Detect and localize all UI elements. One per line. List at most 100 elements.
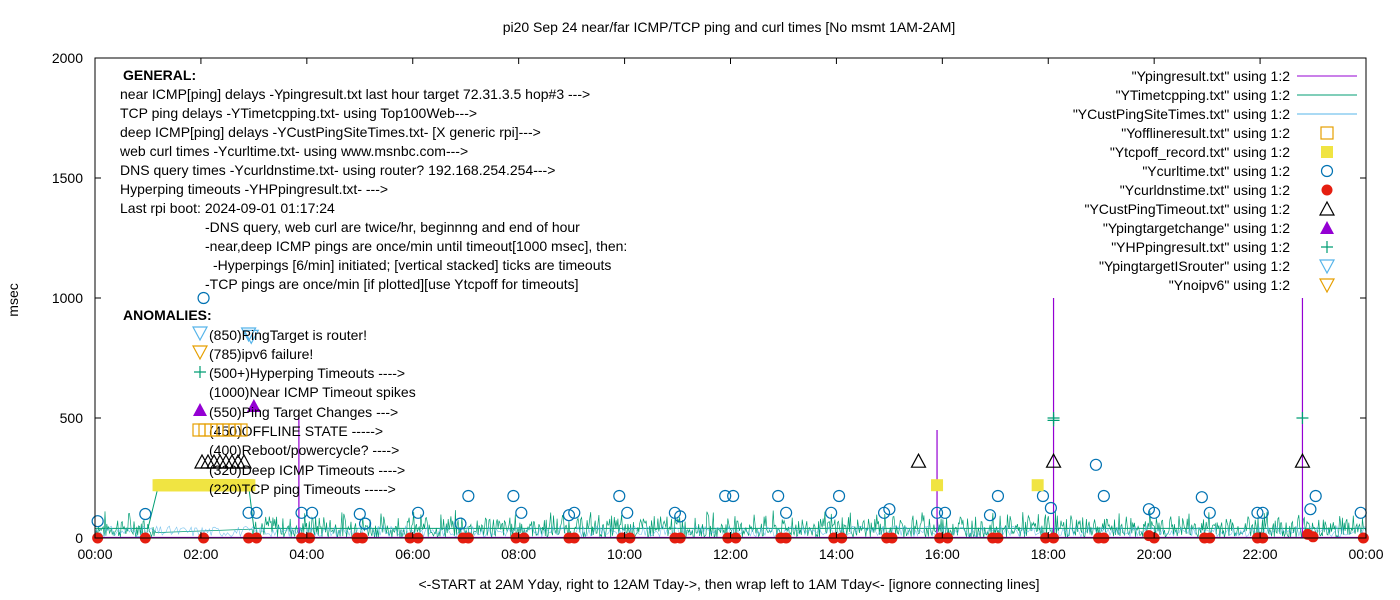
data-point	[938, 506, 952, 519]
x-tick-label: 20:00	[1137, 546, 1172, 562]
data-point	[883, 503, 896, 516]
data-point	[306, 506, 319, 519]
anomaly-note: (500+)Hyperping Timeouts ---->	[209, 365, 405, 381]
anomaly-router-icon	[191, 326, 209, 342]
legend-entry-symbol	[1321, 184, 1333, 196]
general-note: -Hyperpings [6/min] initiated; [vertical…	[213, 257, 611, 273]
x-tick-label: 08:00	[501, 546, 536, 562]
legend-entry-symbol	[1320, 164, 1334, 178]
data-point	[1354, 506, 1367, 519]
legend-entry-symbol	[1318, 278, 1336, 294]
general-note: deep ICMP[ping] delays -YCustPingSiteTim…	[120, 124, 541, 140]
data-point	[1294, 452, 1311, 468]
x-axis-label: <-START at 2AM Yday, right to 12AM Tday-…	[418, 576, 1039, 592]
data-point	[825, 506, 838, 519]
anomalies-heading: ANOMALIES:	[123, 307, 212, 323]
general-note: -DNS query, web curl are twice/hr, begin…	[205, 219, 580, 235]
anomaly-note: (550)Ping Target Changes --->	[209, 404, 398, 420]
data-point	[246, 399, 261, 412]
x-tick-label: 18:00	[1031, 546, 1066, 562]
y-tick-label: 0	[75, 530, 83, 546]
legend-entry-label: "Ytcpoff_record.txt" using 1:2	[1110, 144, 1290, 160]
data-point	[1304, 503, 1317, 516]
y-tick-label: 1500	[52, 170, 83, 186]
data-point	[1097, 489, 1110, 503]
y-tick-label: 1000	[52, 290, 83, 306]
anomaly-note: (850)PingTarget is router!	[209, 327, 367, 343]
data-point	[353, 507, 366, 521]
legend-entry-label: "Yofflineresult.txt" using 1:2	[1121, 125, 1290, 141]
data-point	[454, 517, 467, 530]
general-note: DNS query times -Ycurldnstime.txt- using…	[120, 162, 555, 178]
data-point	[1307, 531, 1319, 543]
data-point	[1195, 491, 1208, 504]
data-point	[1047, 414, 1060, 427]
data-point	[240, 327, 257, 343]
data-point	[1203, 506, 1216, 519]
anomaly-hyperping-icon	[194, 366, 206, 378]
legend-entry-label: "YpingtargetISrouter" using 1:2	[1099, 258, 1290, 274]
data-point	[250, 506, 263, 519]
legend-entry-label: "YHPpingresult.txt" using 1:2	[1111, 239, 1290, 255]
anomaly-note: (1000)Near ICMP Timeout spikes	[209, 384, 416, 400]
x-tick-label: 10:00	[607, 546, 642, 562]
anomaly-note: (450)OFFLINE STATE ----->	[209, 423, 383, 439]
data-point	[242, 506, 255, 519]
legend-entry-symbol	[1318, 259, 1336, 275]
data-point	[719, 489, 732, 503]
legend-entry-label: "Ynoipv6" using 1:2	[1169, 277, 1290, 293]
data-point	[91, 515, 104, 528]
data-point	[358, 517, 372, 530]
legend-entry-label: "Ypingresult.txt" using 1:2	[1132, 68, 1291, 84]
legend: "Ypingresult.txt" using 1:2 "YTimetcpping…	[1073, 68, 1357, 294]
data-point	[674, 510, 687, 523]
anomaly-target-change-icon	[193, 403, 207, 416]
x-tick-label: 16:00	[925, 546, 960, 562]
data-point	[1309, 489, 1322, 503]
data-point	[295, 506, 308, 519]
data-point	[910, 452, 927, 468]
data-point	[930, 506, 944, 519]
data-point	[1256, 506, 1269, 519]
general-note: -near,deep ICMP pings are once/min until…	[205, 238, 627, 254]
data-point	[1089, 458, 1103, 471]
data-point	[1045, 452, 1062, 468]
x-tick-label: 04:00	[289, 546, 324, 562]
data-point	[1251, 506, 1264, 519]
data-point	[983, 509, 997, 522]
anomaly-note: (220)TCP ping Timeouts ----->	[209, 481, 396, 497]
legend-entry-label: "YCustPingTimeout.txt" using 1:2	[1084, 201, 1290, 217]
data-point	[243, 329, 260, 345]
anomaly-note: (320)Deep ICMP Timeouts ---->	[209, 462, 405, 478]
annotation-notes: GENERAL: near ICMP[ping] delays -Ypingres…	[119, 67, 627, 497]
data-point	[931, 479, 944, 492]
data-point	[568, 506, 581, 519]
x-tick-label: 22:00	[1243, 546, 1278, 562]
general-heading: GENERAL:	[123, 67, 196, 83]
chart-title: pi20 Sep 24 near/far ICMP/TCP ping and c…	[503, 19, 956, 35]
legend-entry-label: "YCustPingSiteTimes.txt" using 1:2	[1073, 106, 1290, 122]
x-tick-label: 02:00	[183, 546, 218, 562]
y-tick-label: 2000	[52, 50, 83, 66]
general-note: TCP ping delays -YTimetcpping.txt- using…	[120, 105, 477, 121]
legend-entry-symbol	[1321, 241, 1333, 253]
data-point	[1036, 489, 1050, 503]
y-axis-label: msec	[5, 283, 21, 316]
general-note: web curl times -Ycurltime.txt- using www…	[119, 143, 468, 159]
data-point	[1031, 479, 1044, 492]
legend-entry-symbol	[1321, 146, 1333, 158]
legend-entry-label: "YTimetcpping.txt" using 1:2	[1116, 87, 1291, 103]
legend-entry-label: "Ycurldnstime.txt" using 1:2	[1120, 182, 1290, 198]
legend-entry-label: "Ypingtargetchange" using 1:2	[1103, 220, 1290, 236]
general-note: near ICMP[ping] delays -Ypingresult.txt …	[120, 86, 590, 102]
data-point	[139, 507, 152, 521]
data-point	[411, 506, 425, 519]
x-tick-label: 00:00	[77, 546, 112, 562]
x-tick-label: 06:00	[395, 546, 430, 562]
data-point	[197, 291, 210, 305]
x-tick-label: 12:00	[713, 546, 748, 562]
anomaly-note: (400)Reboot/powercycle? ---->	[209, 442, 399, 458]
data-point	[991, 489, 1005, 503]
legend-entry-symbol	[1320, 221, 1334, 234]
